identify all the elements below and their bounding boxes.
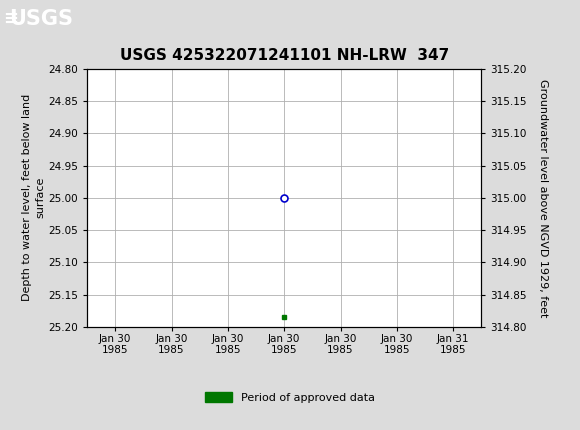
Text: ≡: ≡: [3, 10, 18, 28]
Text: USGS: USGS: [9, 9, 72, 29]
Title: USGS 425322071241101 NH-LRW  347: USGS 425322071241101 NH-LRW 347: [119, 49, 449, 64]
Legend: Period of approved data: Period of approved data: [200, 388, 380, 407]
Y-axis label: Groundwater level above NGVD 1929, feet: Groundwater level above NGVD 1929, feet: [538, 79, 548, 317]
Y-axis label: Depth to water level, feet below land
surface: Depth to water level, feet below land su…: [22, 94, 45, 301]
